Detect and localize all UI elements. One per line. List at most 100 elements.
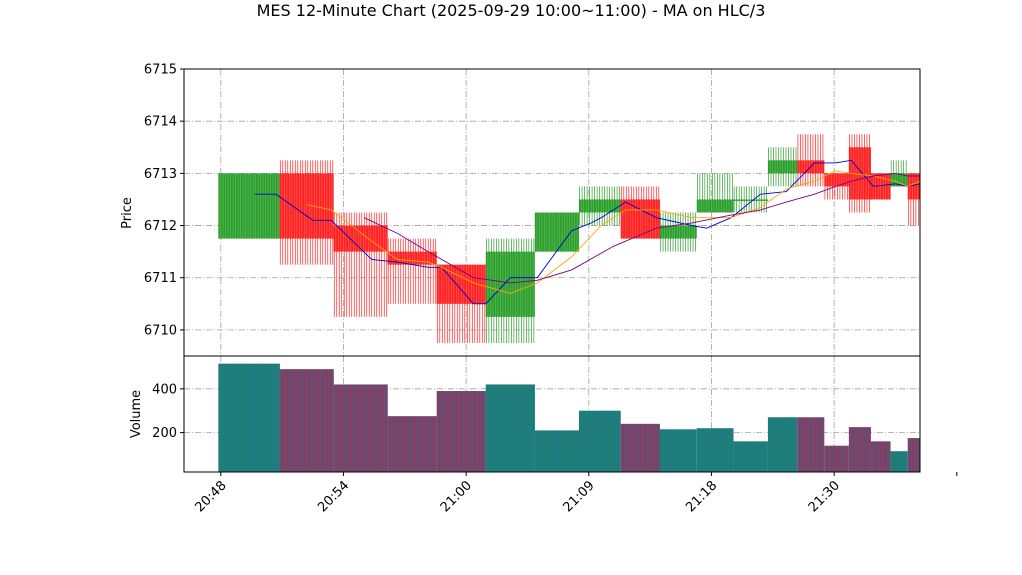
candle-up (948, 82, 953, 134)
volume-bar-down (279, 369, 334, 472)
volume-bar-fill (733, 441, 768, 472)
candle-up (578, 186, 621, 226)
volume-bar-up (578, 410, 621, 472)
candle-body-fill (953, 82, 957, 95)
candle-body (279, 173, 334, 239)
price-tick-label: 6713 (144, 167, 177, 182)
candle-body (767, 160, 798, 174)
candle-body (620, 199, 660, 239)
candle-down (387, 238, 437, 304)
volume-bar-fill (797, 417, 825, 472)
x-tick-label: 21:18 (683, 478, 720, 515)
volume-y-axis: 200 400 (152, 382, 184, 441)
candle-up (733, 186, 768, 213)
volume-bar-fill (534, 430, 579, 472)
candle-down (279, 160, 334, 265)
price-tick-label: 6715 (144, 63, 177, 78)
candle-body (922, 160, 934, 212)
volume-bar-fill (485, 384, 535, 472)
candle-up (534, 212, 579, 252)
candle-body-fill (890, 173, 908, 187)
candle-body-fill (922, 160, 934, 212)
candle-body-fill (578, 199, 621, 213)
price-tick-label: 6712 (144, 219, 177, 234)
volume-bar-fill (948, 369, 953, 472)
volume-axis-label: Volume (129, 390, 144, 438)
volume-bar-fill (333, 384, 388, 472)
candle-up (767, 147, 798, 187)
volume-bar-down (953, 450, 957, 472)
volume-bar-down (797, 417, 825, 472)
candle-body (733, 199, 768, 201)
candle-body-fill (948, 95, 953, 121)
volume-bar-fill (279, 369, 334, 472)
candle-up (659, 212, 697, 252)
volume-bar-up (534, 430, 579, 472)
candle-body (333, 225, 388, 252)
volume-bars (218, 363, 957, 472)
volume-bar-up (935, 454, 942, 472)
candle-body (848, 147, 871, 200)
x-tick-label: 20:48 (193, 478, 230, 515)
candle-body (870, 173, 891, 200)
candle-down (620, 186, 660, 239)
candle-wick (387, 238, 437, 304)
volume-bar-fill (620, 423, 660, 472)
volume-bar-fill (935, 454, 942, 472)
volume-bar-down (620, 423, 660, 472)
volume-bar-down (848, 427, 871, 472)
candle-wick (954, 79, 957, 108)
volume-bar-fill (578, 410, 621, 472)
volume-bar-fill (767, 417, 798, 472)
candle-body-fill (848, 147, 871, 200)
candle-wick (923, 160, 933, 212)
volume-bar-fill (953, 450, 957, 472)
volume-bar-fill (387, 416, 437, 472)
x-tick-label: 21:09 (561, 478, 598, 515)
candle-body (696, 199, 734, 213)
volume-bar-fill (942, 433, 948, 472)
price-tick-label: 6714 (144, 115, 177, 130)
volume-bar-down (870, 441, 891, 472)
candle-up (922, 160, 934, 212)
candle-down (824, 173, 849, 200)
candle-up (218, 173, 280, 239)
volume-bar-up (659, 429, 697, 472)
candles (218, 79, 957, 343)
volume-bar-up (890, 451, 908, 472)
volume-bar-fill (218, 363, 280, 472)
volume-tick-label: 400 (152, 382, 177, 397)
volume-bar-down (824, 445, 849, 472)
volume-bar-fill (870, 441, 891, 472)
volume-bar-up (218, 363, 280, 472)
volume-panel-frame (183, 355, 921, 473)
candle-body (948, 95, 953, 121)
volume-bar-down (436, 391, 486, 472)
candle-body-fill (218, 173, 280, 239)
volume-bar-down (387, 416, 437, 472)
candle-body-fill (659, 225, 697, 239)
candle-wick (943, 121, 948, 147)
moving-average-lines (255, 159, 920, 305)
candle-wick (935, 134, 940, 173)
candle-up (942, 121, 948, 147)
candle-body-fill (935, 134, 942, 160)
volume-bar-up (733, 441, 768, 472)
price-tick-label: 6711 (144, 271, 177, 286)
ma_fast-line (255, 159, 920, 305)
price-y-axis: 6710 6711 6712 6713 6714 6715 (144, 63, 184, 338)
candle-down (333, 212, 388, 317)
candle-down (953, 79, 957, 108)
candle-body (942, 121, 948, 147)
candle-body-fill (333, 225, 388, 252)
volume-bar-up (948, 369, 953, 472)
candle-body-fill (696, 199, 734, 213)
volume-bar-up (696, 428, 734, 472)
candle-body (578, 199, 621, 213)
volume-bar-fill (922, 426, 934, 472)
volume-bar-down (333, 384, 388, 472)
x-axis: 20:48 20:54 21:00 21:09 21:18 21:30 (193, 472, 958, 515)
candle-body (935, 134, 942, 160)
ma_mid-line (306, 170, 920, 294)
candle-up (935, 134, 942, 173)
